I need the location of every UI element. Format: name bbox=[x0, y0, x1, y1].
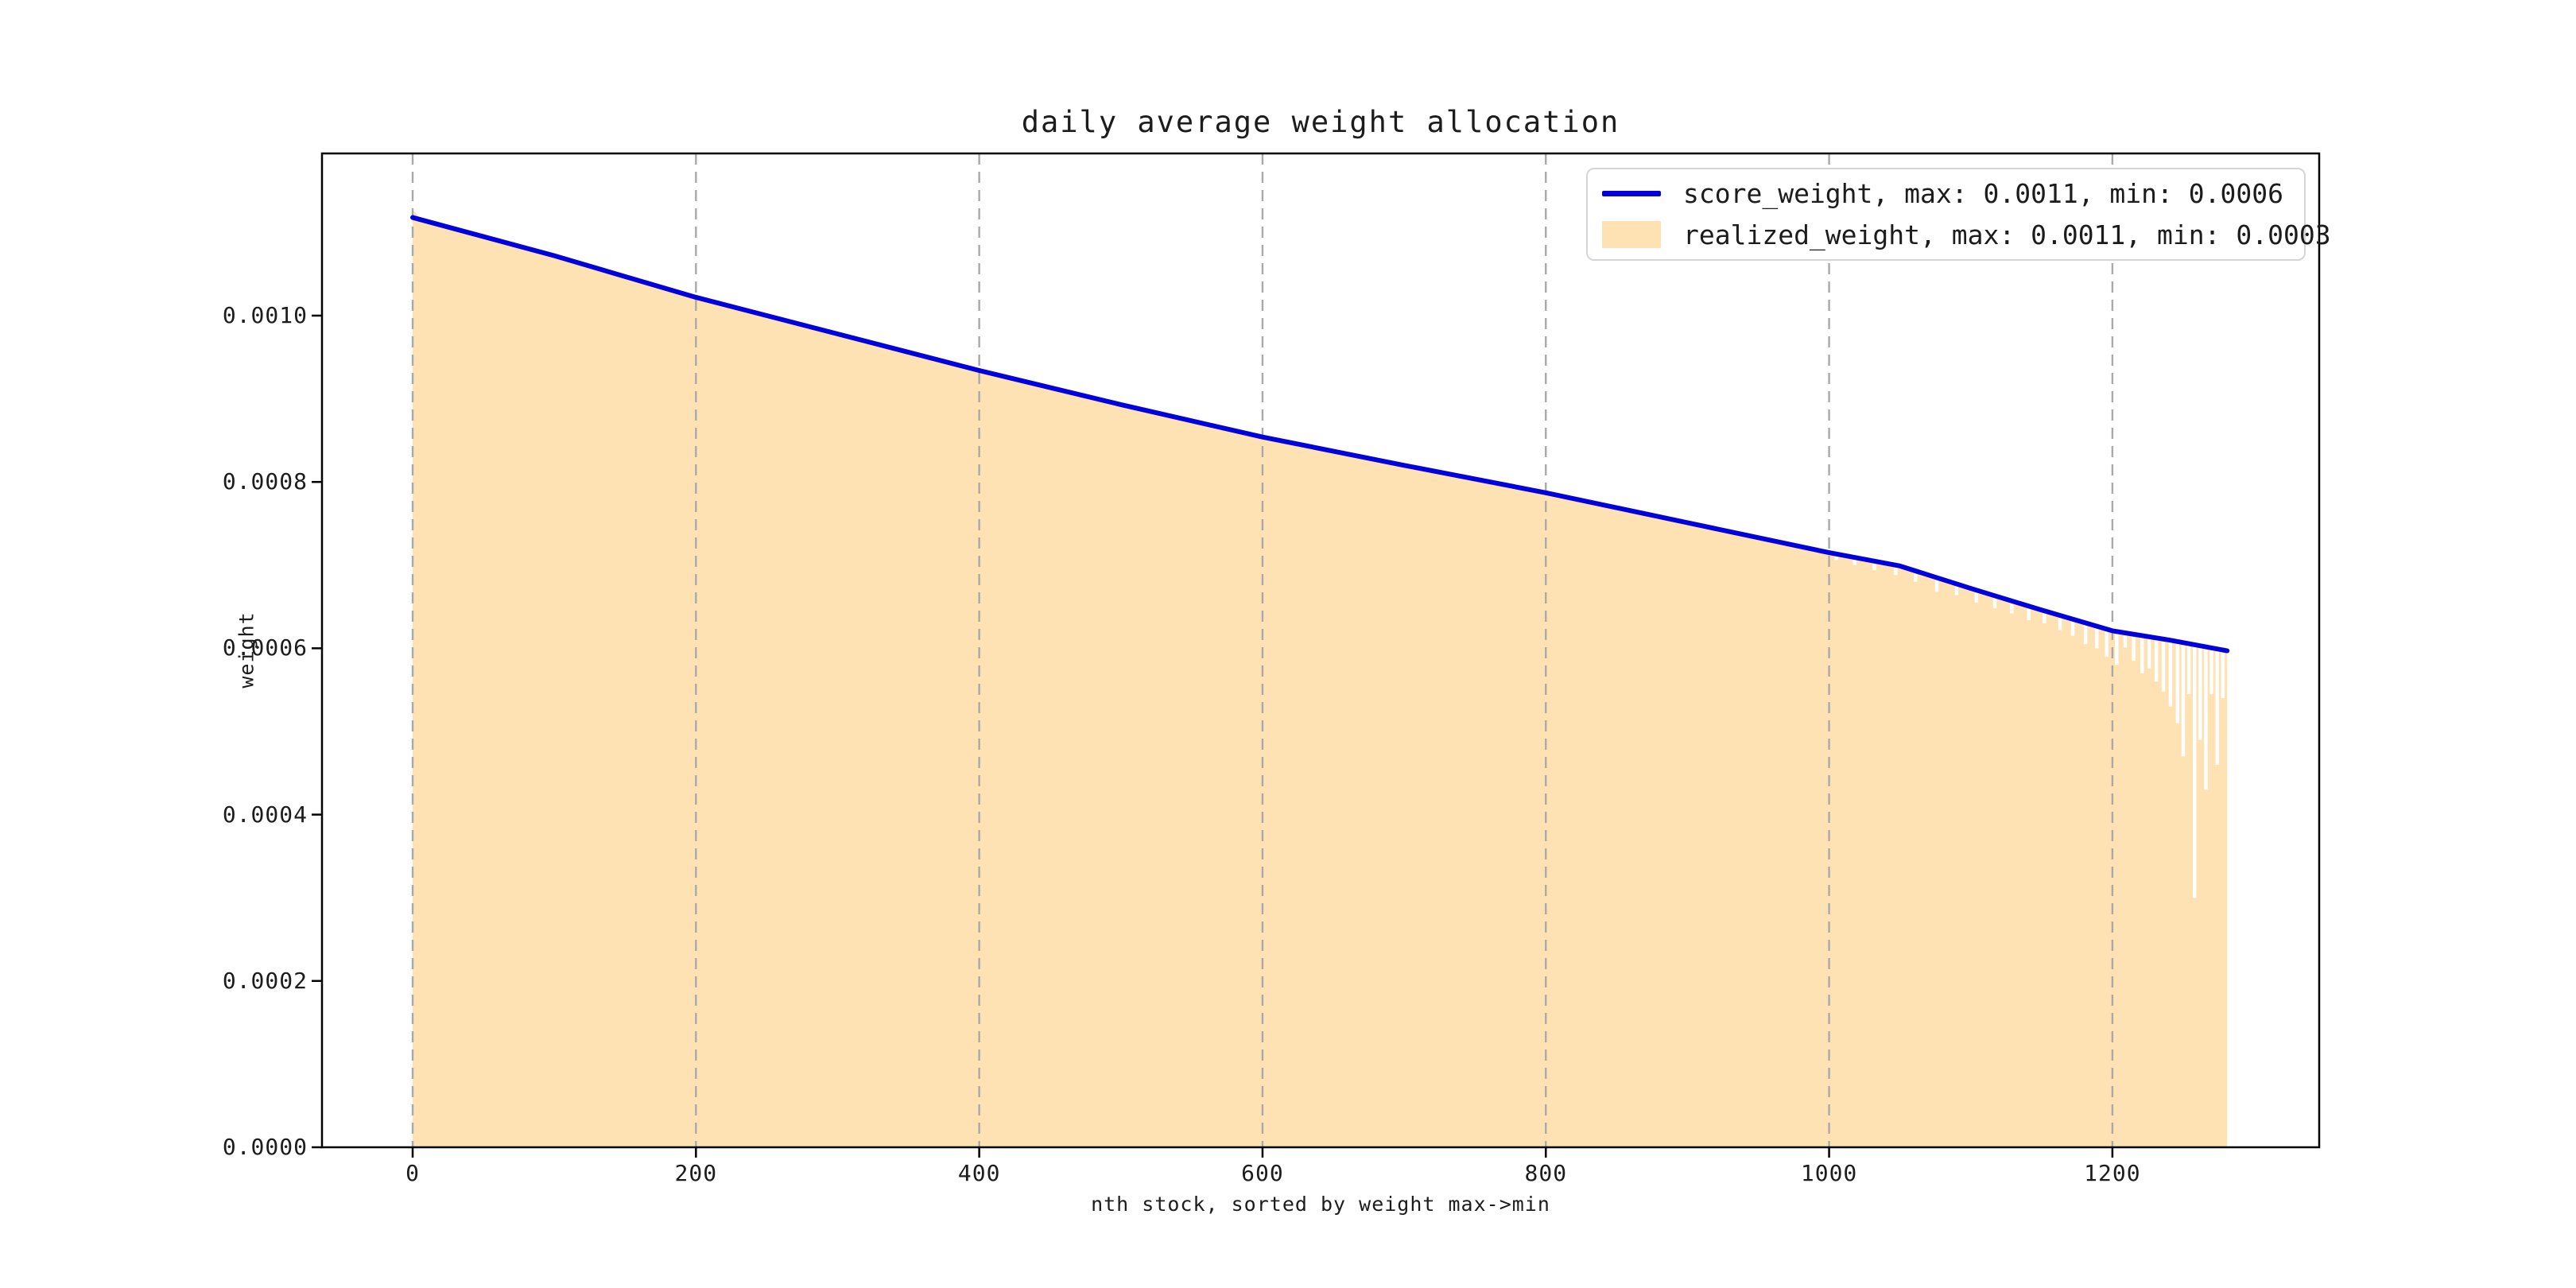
realized-weight-dip bbox=[2132, 636, 2136, 661]
realized-weight-dip bbox=[2175, 643, 2180, 724]
x-axis-label: nth stock, sorted by weight max->min bbox=[1091, 1193, 1550, 1216]
legend-box: score_weight, max: 0.0011, min: 0.0006 r… bbox=[1586, 168, 2331, 261]
realized-weight-dip bbox=[1894, 567, 1898, 576]
realized-weight-dip bbox=[1954, 586, 1959, 596]
realized-weight-dip bbox=[2221, 652, 2225, 699]
x-tick-label: 1000 bbox=[1800, 1160, 1858, 1186]
y-tick-label: 0.0000 bbox=[222, 1134, 308, 1160]
x-tick-label: 200 bbox=[674, 1160, 718, 1186]
realized-weight-dip bbox=[2161, 641, 2166, 692]
realized-weight-dip bbox=[1852, 560, 1856, 565]
realized-weight-dip bbox=[1974, 592, 1979, 603]
y-tick-label: 0.0002 bbox=[222, 967, 308, 994]
y-tick-label: 0.0006 bbox=[222, 634, 308, 661]
x-tick-label: 400 bbox=[957, 1160, 1001, 1186]
realized-weight-dip bbox=[2027, 608, 2031, 620]
realized-weight-dip bbox=[2123, 635, 2128, 648]
realized-weight-area bbox=[413, 209, 2228, 1147]
x-tick-label: 600 bbox=[1241, 1160, 1284, 1186]
score-weight-line-swatch bbox=[1602, 191, 1661, 197]
realized-weight-dip bbox=[2070, 621, 2075, 636]
axes-spines bbox=[320, 152, 2321, 1149]
realized-weight-dip bbox=[2095, 628, 2099, 649]
realized-weight-dip bbox=[2154, 640, 2159, 682]
legend-entry-score-weight: score_weight, max: 0.0011, min: 0.0006 bbox=[1602, 176, 2296, 212]
realized-weight-dip bbox=[1872, 563, 1876, 571]
realized-weight-dip bbox=[2168, 642, 2173, 707]
realized-weight-dip bbox=[2186, 646, 2191, 694]
score-weight-line bbox=[410, 215, 2230, 654]
realized-weight-dip bbox=[2193, 646, 2197, 898]
realized-weight-patch-swatch bbox=[1602, 221, 1661, 249]
realized-weight-dip bbox=[2209, 650, 2213, 694]
y-tick-label: 0.0008 bbox=[222, 468, 308, 495]
realized-weight-dip bbox=[1834, 556, 1838, 561]
realized-weight-dip bbox=[2140, 638, 2144, 673]
realized-weight-dip bbox=[2105, 631, 2109, 657]
legend-label-score-weight: score_weight, max: 0.0011, min: 0.0006 bbox=[1683, 178, 2283, 210]
realized-weight-dip bbox=[1992, 598, 1997, 609]
realized-weight-dip bbox=[2010, 603, 2014, 614]
realized-weight-dip bbox=[2083, 625, 2088, 645]
realized-weight-dip bbox=[1934, 580, 1939, 592]
x-tick-label: 0 bbox=[405, 1160, 420, 1186]
realized-weight-dip bbox=[2204, 649, 2208, 790]
x-tick-label: 800 bbox=[1524, 1160, 1568, 1186]
realized-weight-dip bbox=[1914, 573, 1918, 582]
y-tick-label: 0.0010 bbox=[222, 301, 308, 328]
realized-weight-dip bbox=[2043, 613, 2046, 624]
realized-weight-dip bbox=[2147, 638, 2151, 669]
realized-weight-dip bbox=[2198, 648, 2202, 740]
legend-entry-realized-weight: realized_weight, max: 0.0011, min: 0.000… bbox=[1602, 216, 2331, 253]
realized-weight-dip bbox=[2215, 651, 2219, 765]
y-tick-label: 0.0004 bbox=[222, 801, 308, 828]
realized-weight-dip bbox=[2181, 645, 2186, 757]
realized-weight-dip bbox=[2058, 618, 2062, 630]
x-tick-label: 1200 bbox=[2084, 1160, 2141, 1186]
chart-title: daily average weight allocation bbox=[1021, 105, 1620, 139]
legend-label-realized-weight: realized_weight, max: 0.0011, min: 0.000… bbox=[1683, 219, 2331, 250]
realized-weight-dip bbox=[2115, 634, 2119, 665]
